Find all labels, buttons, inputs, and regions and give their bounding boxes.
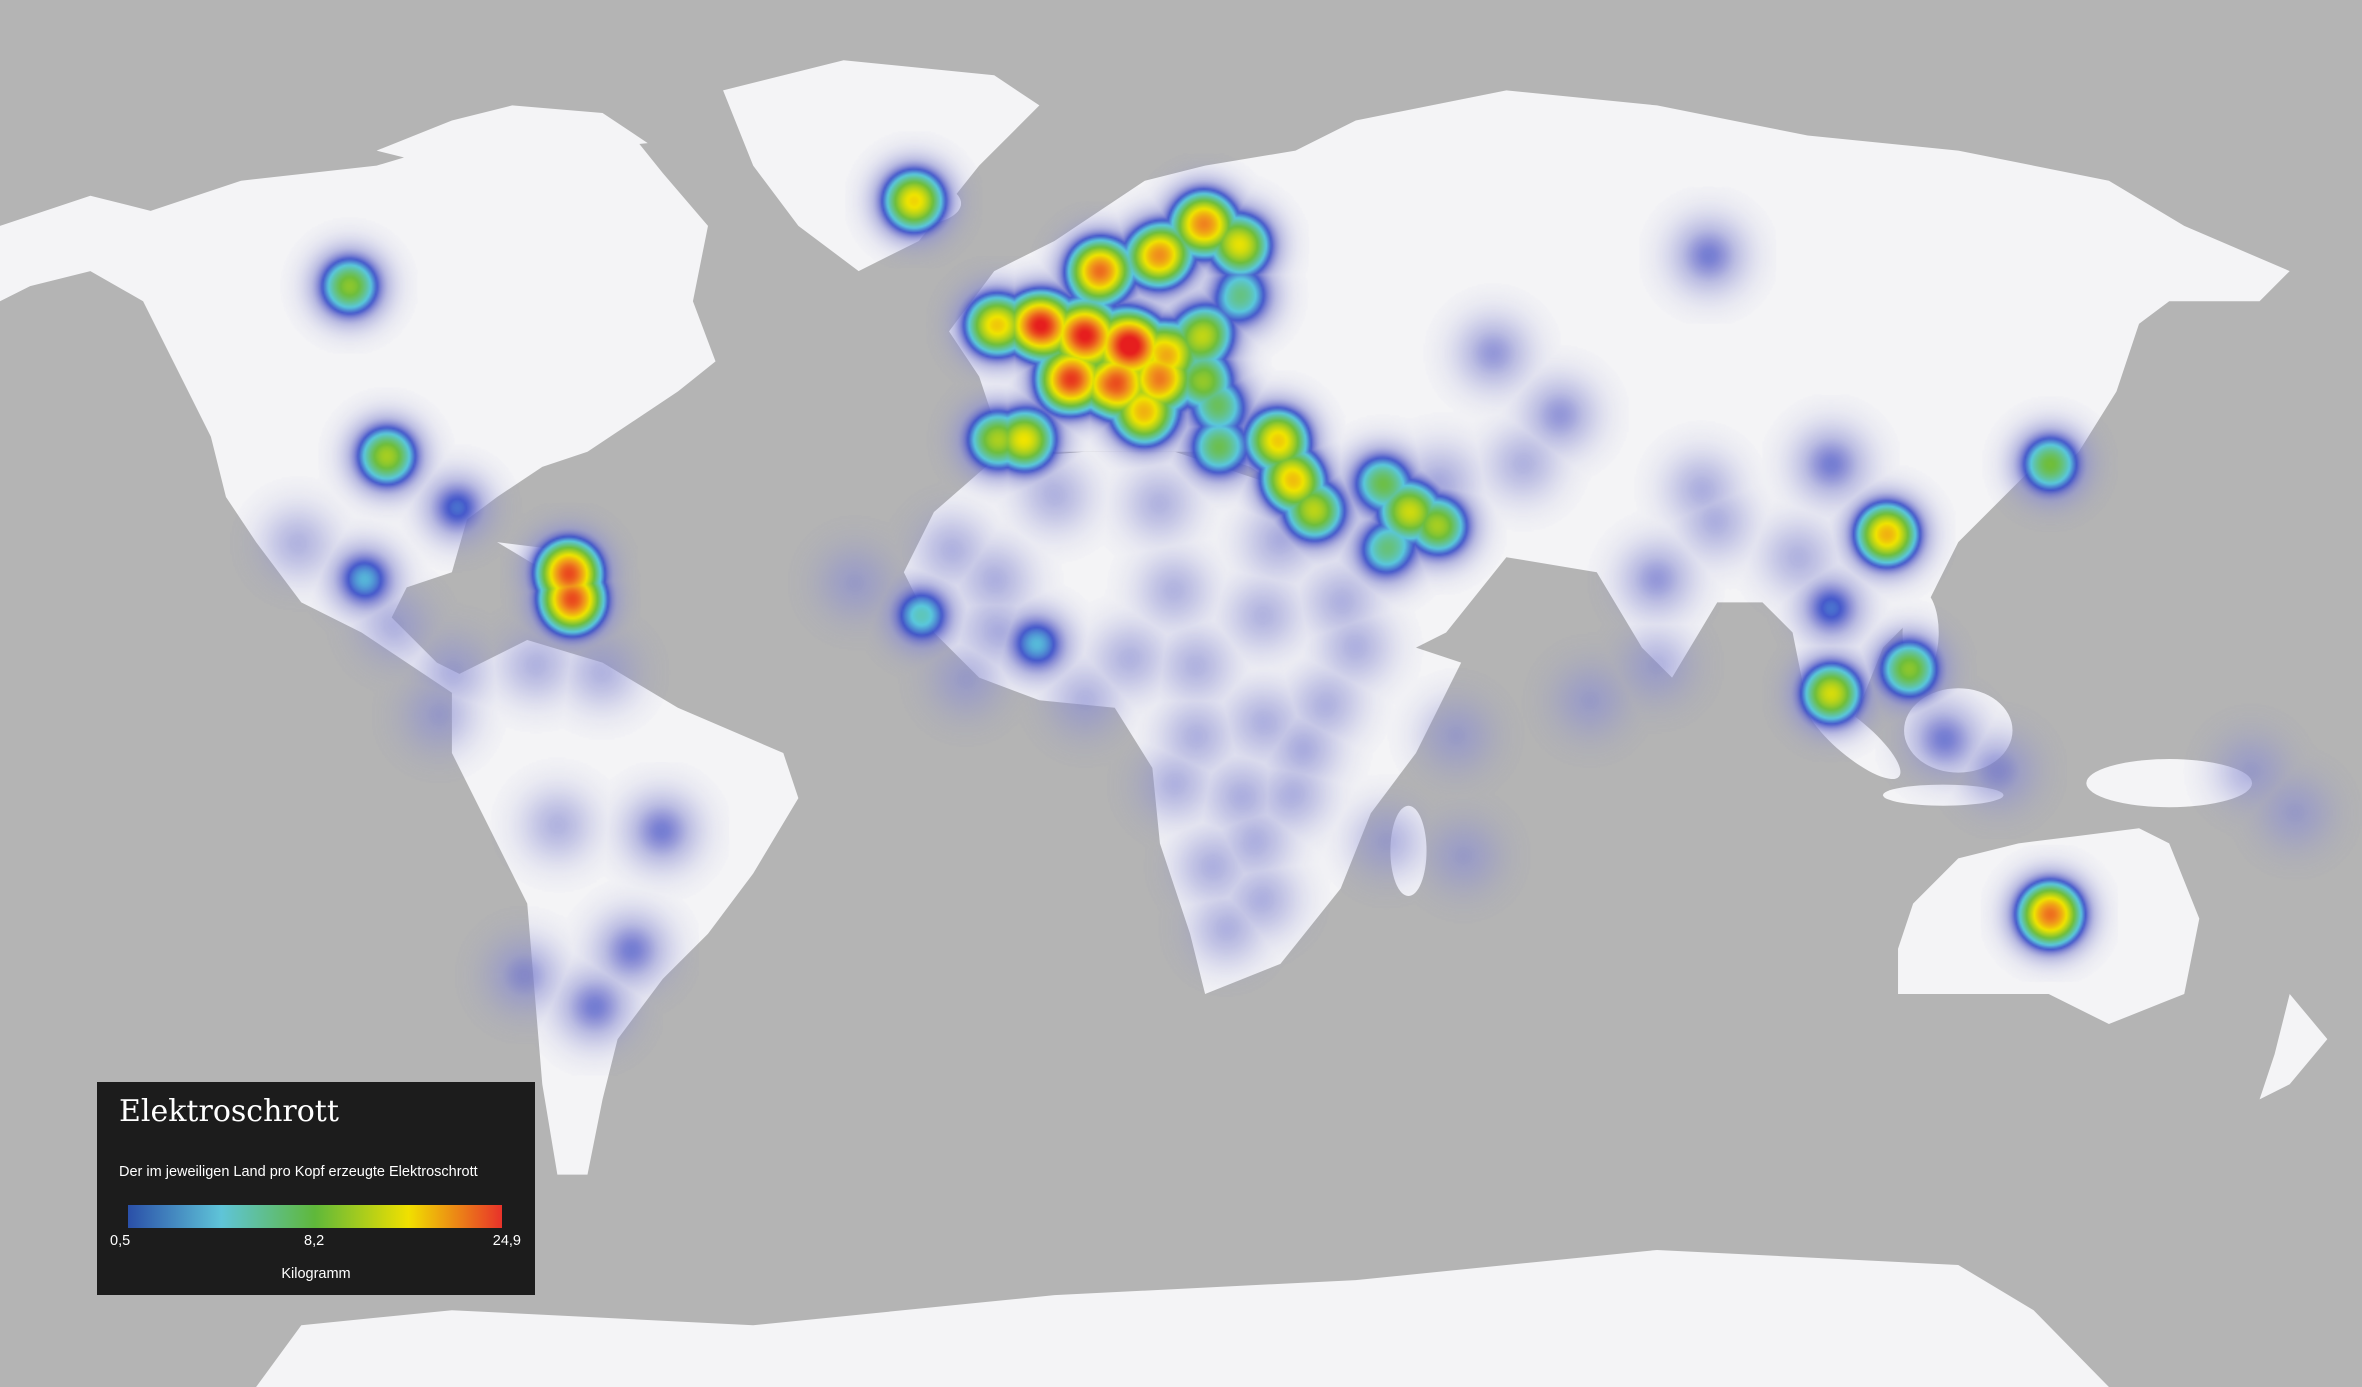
color-scale-bar — [128, 1205, 502, 1228]
legend-title: Elektroschrott — [119, 1094, 339, 1129]
scale-mid-label: 8,2 — [304, 1233, 325, 1249]
legend: Elektroschrott Der im jeweiligen Land pr… — [97, 1082, 535, 1295]
legend-subtitle: Der im jeweiligen Land pro Kopf erzeugte… — [119, 1164, 478, 1180]
scale-min-label: 0,5 — [110, 1233, 131, 1249]
scale-unit-label: Kilogramm — [281, 1266, 351, 1282]
scale-max-label: 24,9 — [492, 1233, 521, 1249]
